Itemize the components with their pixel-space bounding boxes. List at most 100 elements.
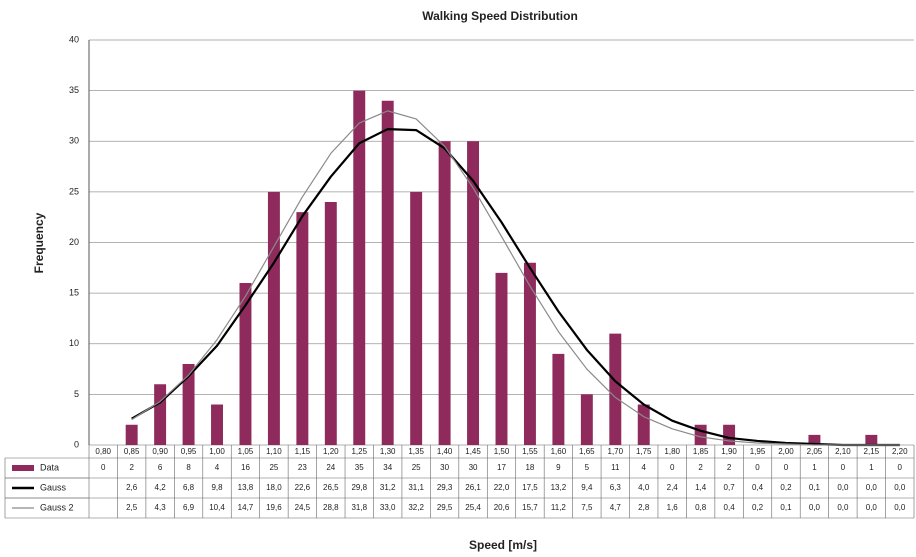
table-cell: 0 bbox=[755, 463, 760, 472]
x-tick-label: 2,05 bbox=[807, 447, 823, 456]
line bbox=[131, 128, 900, 447]
bar bbox=[182, 364, 195, 445]
table-cell: 32,2 bbox=[408, 503, 424, 512]
table-cell: 2,5 bbox=[126, 503, 138, 512]
table-cell: 2 bbox=[129, 463, 134, 472]
bar bbox=[154, 384, 167, 445]
table-cell: 18,0 bbox=[266, 483, 282, 492]
y-axis-title: Frequency bbox=[32, 212, 46, 273]
table-cell: 0,2 bbox=[780, 483, 792, 492]
bar bbox=[125, 424, 138, 445]
bar bbox=[324, 202, 337, 445]
table-cell: 0,0 bbox=[866, 483, 878, 492]
table-cell: 8 bbox=[186, 463, 191, 472]
y-tick-label: 10 bbox=[69, 338, 79, 348]
table-cell: 6,9 bbox=[183, 503, 195, 512]
bar bbox=[637, 404, 650, 445]
table-cell: 11,2 bbox=[551, 503, 567, 512]
table-cell: 2,8 bbox=[638, 503, 650, 512]
y-tick-label: 5 bbox=[74, 389, 79, 399]
x-tick-label: 0,90 bbox=[152, 447, 168, 456]
x-tick-label: 1,20 bbox=[323, 447, 339, 456]
x-tick-label: 1,60 bbox=[551, 447, 567, 456]
table-cell: 26,1 bbox=[465, 483, 481, 492]
bar bbox=[438, 141, 451, 445]
table-cell: 5 bbox=[585, 463, 590, 472]
table-cell: 2,6 bbox=[126, 483, 138, 492]
table-cell: 0,4 bbox=[724, 503, 736, 512]
table-cell: 0 bbox=[784, 463, 789, 472]
bar bbox=[495, 272, 508, 445]
table-cell: 22,0 bbox=[494, 483, 510, 492]
legend-label: Gauss bbox=[40, 482, 67, 492]
bar bbox=[552, 353, 565, 445]
table-cell: 0,8 bbox=[695, 503, 707, 512]
table-cell: 24,5 bbox=[295, 503, 311, 512]
table-cell: 25 bbox=[269, 463, 278, 472]
table-cell: 31,2 bbox=[380, 483, 396, 492]
bar bbox=[239, 283, 252, 445]
bar bbox=[410, 191, 423, 445]
x-tick-label: 1,00 bbox=[209, 447, 225, 456]
table-cell: 0,0 bbox=[809, 503, 821, 512]
table-cell: 23 bbox=[298, 463, 307, 472]
legend-label: Gauss 2 bbox=[40, 502, 74, 512]
table-cell: 30 bbox=[469, 463, 478, 472]
bar bbox=[523, 262, 536, 445]
table-cell: 0,7 bbox=[724, 483, 736, 492]
table-cell: 20,6 bbox=[494, 503, 510, 512]
x-tick-label: 1,15 bbox=[295, 447, 311, 456]
table-cell: 17 bbox=[497, 463, 506, 472]
table-cell: 4,2 bbox=[155, 483, 167, 492]
x-tick-label: 1,70 bbox=[608, 447, 624, 456]
table-cell: 2 bbox=[727, 463, 732, 472]
x-tick-label: 1,65 bbox=[579, 447, 595, 456]
table-cell: 0 bbox=[841, 463, 846, 472]
bar bbox=[267, 191, 280, 445]
x-tick-label: 2,20 bbox=[892, 447, 908, 456]
table-cell: 13,2 bbox=[551, 483, 567, 492]
bar bbox=[381, 100, 394, 445]
x-tick-label: 1,50 bbox=[494, 447, 510, 456]
table-cell: 13,8 bbox=[238, 483, 254, 492]
bar bbox=[467, 141, 480, 445]
table-cell: 0,1 bbox=[809, 483, 821, 492]
table-cell: 6,8 bbox=[183, 483, 195, 492]
legend-key bbox=[12, 465, 34, 471]
table-cell: 0,0 bbox=[866, 503, 878, 512]
table-cell: 2,4 bbox=[667, 483, 679, 492]
table-cell: 29,8 bbox=[351, 483, 367, 492]
bar bbox=[808, 434, 821, 445]
table-cell: 29,3 bbox=[437, 483, 453, 492]
table-cell: 1 bbox=[812, 463, 817, 472]
legend-label: Data bbox=[40, 462, 59, 472]
table-cell: 2 bbox=[698, 463, 703, 472]
table-cell: 4 bbox=[642, 463, 647, 472]
table-cell: 0,0 bbox=[837, 503, 849, 512]
table-cell: 31,8 bbox=[351, 503, 367, 512]
table-cell: 19,6 bbox=[266, 503, 282, 512]
table-cell: 9 bbox=[556, 463, 561, 472]
bar bbox=[723, 424, 736, 445]
table-cell: 33,0 bbox=[380, 503, 396, 512]
table-cell: 14,7 bbox=[238, 503, 254, 512]
y-tick-label: 40 bbox=[69, 34, 79, 44]
bar bbox=[296, 212, 309, 445]
x-tick-label: 0,80 bbox=[95, 447, 111, 456]
table-cell: 1,4 bbox=[695, 483, 707, 492]
x-tick-label: 1,05 bbox=[238, 447, 254, 456]
table-cell: 28,8 bbox=[323, 503, 339, 512]
y-tick-label: 25 bbox=[69, 186, 79, 196]
y-tick-label: 20 bbox=[69, 237, 79, 247]
x-tick-label: 1,40 bbox=[437, 447, 453, 456]
x-tick-label: 2,00 bbox=[778, 447, 794, 456]
table-cell: 0,0 bbox=[894, 503, 906, 512]
table-cell: 17,5 bbox=[522, 483, 538, 492]
table-cell: 0,1 bbox=[780, 503, 792, 512]
x-tick-label: 1,45 bbox=[465, 447, 481, 456]
table-cell: 1,6 bbox=[667, 503, 679, 512]
chart-title: Walking Speed Distribution bbox=[422, 9, 578, 23]
table-cell: 9,8 bbox=[211, 483, 223, 492]
table-cell: 4 bbox=[215, 463, 220, 472]
